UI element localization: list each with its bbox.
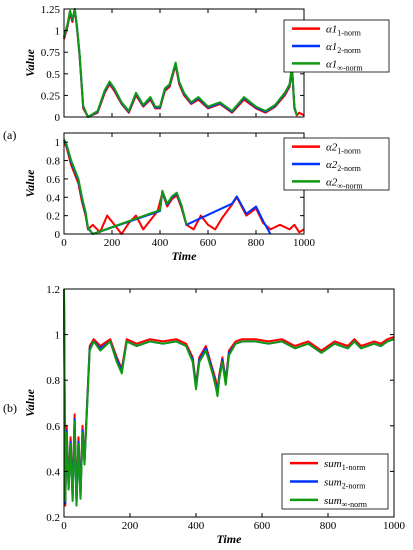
legend-label: sum1-norm	[324, 458, 366, 472]
series-line-1-0	[63, 141, 305, 235]
legend-label: sum2-norm	[324, 477, 366, 491]
y-axis-label: Value	[23, 169, 37, 198]
panel-label-b: (b)	[3, 401, 17, 415]
y-tick-label: 0.6	[46, 174, 60, 186]
y-axis-label: Value	[23, 48, 37, 77]
chart-alpha1: 00.250.50.7511.25Valueα11-normα12-normα1…	[23, 4, 390, 124]
series-line-0-0	[63, 8, 305, 118]
series-line-1-2	[63, 138, 188, 235]
y-tick-label: 1	[55, 330, 61, 342]
x-axis-label: Time	[217, 532, 243, 546]
y-tick-label: 0.8	[46, 156, 60, 168]
plot-frame	[63, 288, 395, 518]
x-tick-label: 800	[320, 520, 337, 532]
y-tick-label: 0.5	[46, 69, 60, 81]
x-tick-label: 0	[61, 520, 67, 532]
x-tick-label: 400	[152, 237, 169, 249]
y-tick-label: 0.8	[46, 375, 60, 387]
legend-label: α21-norm	[326, 142, 362, 156]
y-tick-label: 1.25	[41, 4, 61, 16]
y-tick-label: 0.2	[46, 512, 60, 524]
panel-label-a: (a)	[3, 128, 16, 142]
y-tick-label: 0	[55, 229, 61, 241]
chart-sum: 0.2 0.4 0.6 0.8 1 1.2 0 200 400 600 800 1000 Value Ti…	[23, 284, 406, 546]
x-tick-label: 400	[188, 520, 205, 532]
y-tick-label: 0	[55, 112, 61, 124]
plot-frame	[63, 8, 305, 118]
series-line-1-1	[63, 139, 272, 235]
y-tick-label: 0.2	[46, 211, 60, 223]
legend-label: α1∞-norm	[326, 58, 363, 72]
y-tick-label: 0.4	[46, 466, 60, 478]
legend: α11-norm α12-norm α1∞-norm	[283, 19, 390, 73]
x-tick-label: 1000	[383, 520, 406, 532]
y-tick-label: 0.25	[41, 90, 61, 102]
x-tick-label: 800	[248, 237, 265, 249]
legend-label: sum∞-norm	[324, 495, 368, 509]
legend-label: α11-norm	[326, 24, 362, 38]
legend-label: α22-norm	[326, 159, 362, 173]
chart-alpha2: 0 0.2 0.4 0.6 0.8 1 0 200 400 600 800 1000 Value Time…	[23, 132, 390, 263]
x-axis-label: Time	[172, 249, 198, 263]
y-axis-label: Value	[23, 388, 37, 417]
series-line-0-2	[63, 8, 298, 118]
x-tick-label: 600	[254, 520, 271, 532]
y-tick-label: 0.4	[46, 192, 60, 204]
y-tick-label: 0.6	[46, 421, 60, 433]
x-tick-label: 1000	[293, 237, 316, 249]
x-tick-label: 200	[104, 237, 121, 249]
legend: α21-norm α22-norm α2∞-norm	[283, 137, 390, 191]
x-tick-label: 0	[61, 237, 67, 249]
y-tick-label: 1	[55, 26, 61, 38]
x-tick-label: 200	[122, 520, 139, 532]
y-tick-label: 1	[55, 137, 61, 149]
legend-label: α12-norm	[326, 41, 362, 55]
series-line-0-1	[63, 8, 298, 118]
x-tick-label: 600	[200, 237, 217, 249]
y-tick-label: 0.75	[41, 47, 61, 59]
legend: sum1-norm sum2-norm sum∞-norm	[281, 453, 389, 510]
series-line-2-2	[63, 288, 395, 507]
y-tick-label: 1.2	[46, 284, 60, 296]
legend-label: α2∞-norm	[326, 176, 363, 190]
